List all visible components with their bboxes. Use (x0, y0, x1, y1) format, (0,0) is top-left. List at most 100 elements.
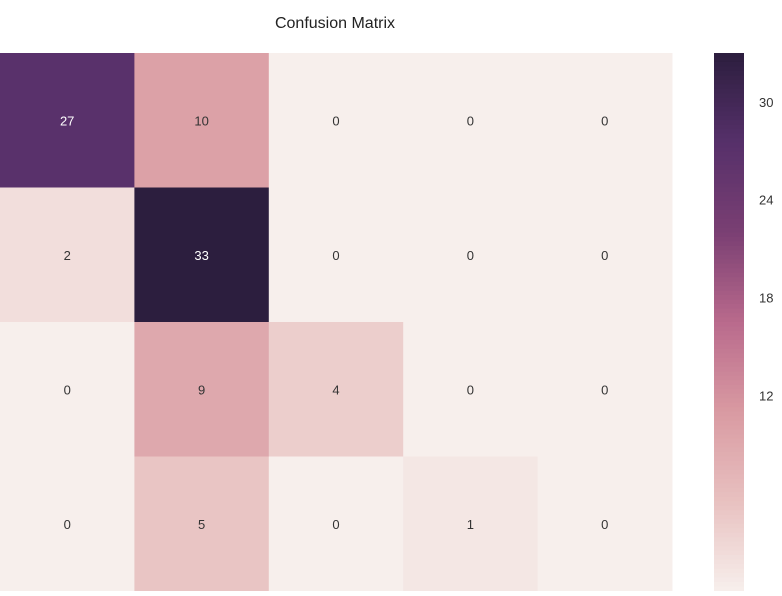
colorbar-ticks: 30 24 18 12 (759, 95, 773, 403)
colorbar-segment (714, 160, 744, 166)
colorbar-segment (714, 546, 744, 552)
colorbar-segment (714, 241, 744, 247)
colorbar-segment (714, 483, 744, 489)
heatmap-cell-r3-c4 (537, 456, 673, 592)
colorbar-segment (714, 308, 744, 314)
colorbar-segment (714, 250, 744, 256)
colorbar-segment (714, 425, 744, 431)
heatmap-cell-r0-c1 (134, 53, 270, 188)
heatmap-cell-r1-c2 (268, 187, 404, 323)
colorbar-segment (714, 559, 744, 565)
cell-label-r3-c1: 5 (198, 517, 205, 532)
colorbar-segment (714, 223, 744, 229)
colorbar-segment (714, 120, 744, 126)
colorbar-segment (714, 339, 744, 346)
heatmap-cell-r3-c3 (403, 456, 539, 592)
colorbar-segment (714, 564, 744, 570)
colorbar-segment (714, 452, 744, 458)
colorbar-segment (714, 205, 744, 211)
colorbar-segment (714, 169, 744, 175)
colorbar-segment (714, 317, 744, 323)
colorbar-segment (714, 335, 744, 341)
colorbar-segment (714, 411, 744, 417)
heatmap-cell-r2-c1 (134, 322, 270, 457)
chart-title: Confusion Matrix (275, 15, 395, 32)
colorbar-segment (714, 245, 744, 251)
cell-label-r2-c0: 0 (64, 382, 71, 397)
cell-label-r0-c4: 0 (601, 113, 608, 128)
colorbar-segment (714, 263, 744, 269)
colorbar-segment (714, 402, 744, 408)
colorbar-segment (714, 295, 744, 301)
colorbar-segment (714, 577, 744, 583)
heatmap-cell-r0-c4 (537, 53, 673, 188)
colorbar-segment (714, 353, 744, 359)
colorbar-segment (714, 478, 744, 484)
colorbar-segment (714, 178, 744, 184)
colorbar-segment (714, 496, 744, 502)
colorbar-segment (714, 191, 744, 198)
colorbar-segment (714, 151, 744, 157)
colorbar-segment (714, 57, 744, 63)
cell-label-r3-c0: 0 (64, 517, 71, 532)
colorbar-segment (714, 416, 744, 422)
colorbar-segment (714, 93, 744, 99)
colorbar-segment (714, 586, 744, 592)
heatmap-cell-r0-c3 (403, 53, 539, 188)
cell-label-r1-c1: 33 (194, 248, 208, 263)
heatmap-cell-r3-c1 (134, 456, 270, 592)
cell-label-r2-c4: 0 (601, 382, 608, 397)
cell-label-r1-c3: 0 (467, 248, 474, 263)
heatmap-cell-r1-c4 (537, 187, 673, 323)
heatmap-cell-r1-c3 (403, 187, 539, 323)
colorbar-segment (714, 214, 744, 220)
cell-label-r3-c4: 0 (601, 517, 608, 532)
colorbar-segment (714, 218, 744, 224)
colorbar-segment (714, 573, 744, 579)
colorbar-segment (714, 434, 744, 440)
colorbar-segment (714, 232, 744, 238)
colorbar-segment (714, 66, 744, 72)
colorbar-segment (714, 259, 744, 265)
colorbar-segment (714, 344, 744, 350)
colorbar-segment (714, 523, 744, 529)
heatmap-cell-r1-c1 (134, 187, 270, 323)
colorbar-segment (714, 142, 744, 148)
colorbar-segment (714, 53, 744, 59)
colorbar-segment (714, 348, 744, 354)
heatmap-cell-r2-c4 (537, 322, 673, 457)
colorbar-segment (714, 187, 744, 193)
colorbar-segment (714, 138, 744, 144)
colorbar-segment (714, 129, 744, 135)
cell-label-r0-c0: 27 (60, 113, 74, 128)
colorbar-segment (714, 75, 744, 81)
colorbar-segment (714, 70, 744, 77)
colorbar-segment (714, 147, 744, 153)
colorbar-segment (714, 460, 744, 467)
heatmap-cell-r2-c2 (268, 322, 404, 457)
colorbar-segment (714, 277, 744, 283)
heatmap-cells (0, 53, 673, 592)
colorbar-segment (714, 420, 744, 426)
colorbar-segment (714, 209, 744, 215)
colorbar-segment (714, 510, 744, 516)
colorbar-segment (714, 313, 744, 319)
cell-label-r2-c1: 9 (198, 382, 205, 397)
colorbar-segment (714, 568, 744, 574)
cell-label-r1-c2: 0 (332, 248, 339, 263)
cell-label-r1-c0: 2 (64, 248, 71, 263)
colorbar-segment (714, 124, 744, 130)
colorbar-segment (714, 174, 744, 180)
colorbar-segment (714, 304, 744, 310)
colorbar-segment (714, 487, 744, 493)
colorbar-segment (714, 528, 744, 534)
colorbar-tick-label: 18 (759, 291, 773, 306)
colorbar-segment (714, 398, 744, 404)
colorbar-tick-label: 30 (759, 95, 773, 110)
heatmap-cell-r3-c2 (268, 456, 404, 592)
cell-label-r0-c3: 0 (467, 113, 474, 128)
colorbar-segment (714, 550, 744, 556)
cell-label-r3-c3: 1 (467, 517, 474, 532)
